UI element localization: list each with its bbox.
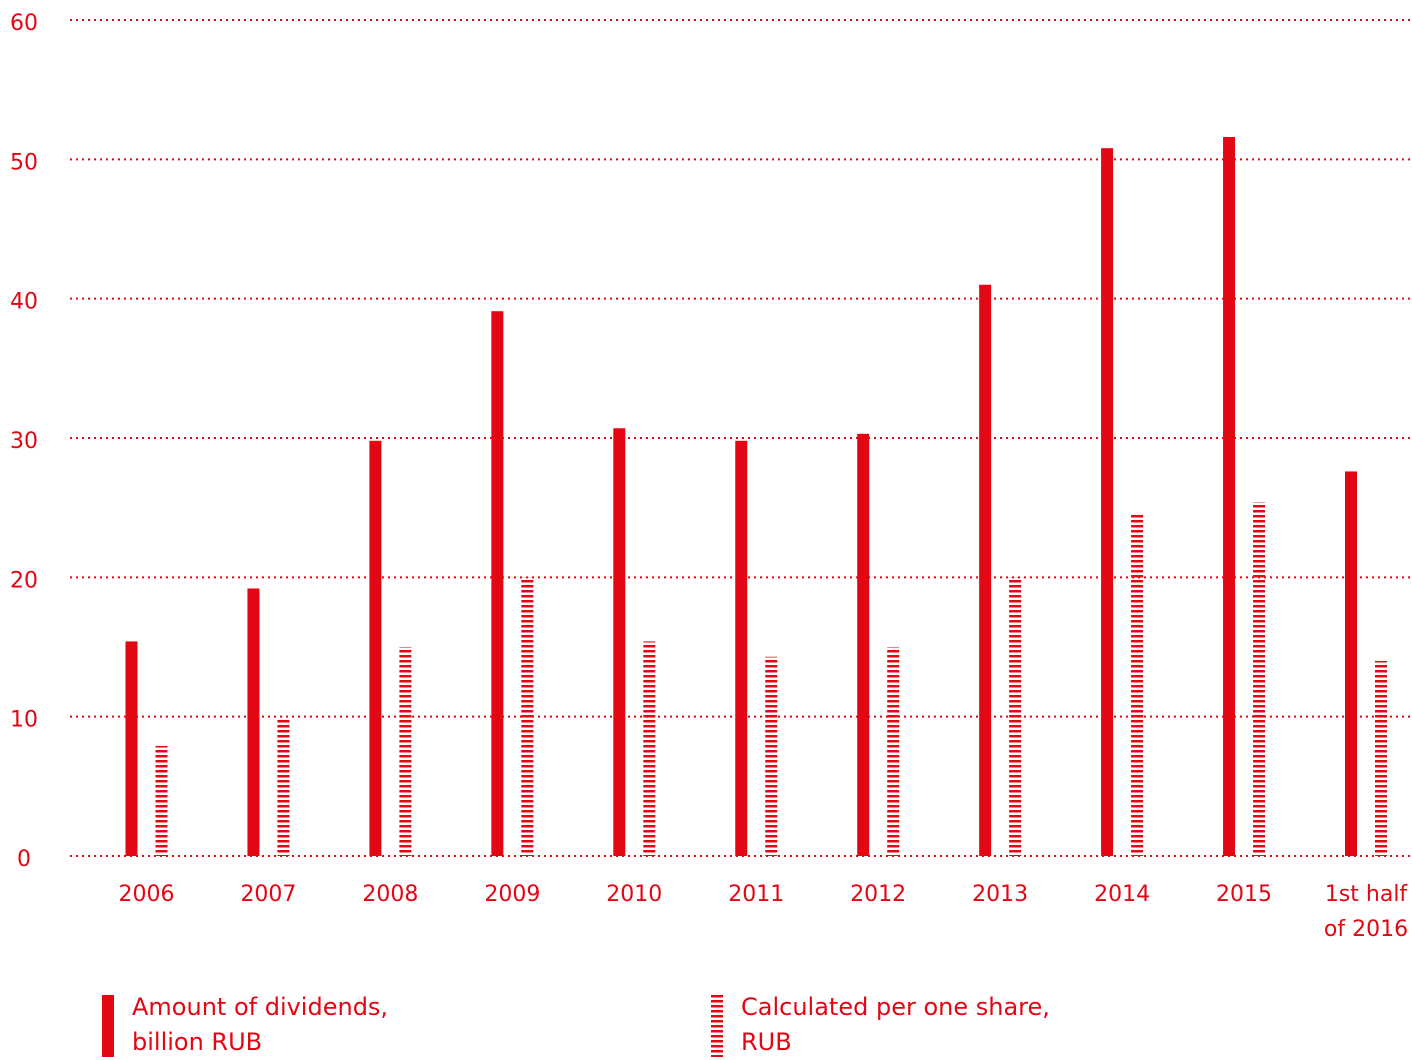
bar-amount-of-dividends — [369, 440, 382, 856]
x-tick-label: 2014 — [1094, 882, 1150, 907]
x-tick-label: 2010 — [606, 882, 662, 907]
x-tick-label-line: 2006 — [119, 882, 175, 907]
x-tick-label: 2007 — [240, 882, 296, 907]
bar-per-share — [643, 641, 656, 856]
bar-per-share — [155, 745, 168, 856]
y-tick-label: 30 — [10, 429, 38, 454]
bar-per-share — [521, 577, 534, 856]
x-tick-label-line: 2013 — [972, 882, 1028, 907]
bar-per-share — [1375, 660, 1387, 856]
y-tick-label: 10 — [10, 708, 38, 733]
legend-label-per-share: Calculated per one share, RUB — [741, 993, 1050, 1056]
y-axis-ticks: 0 10 20 30 40 50 60 — [10, 11, 38, 872]
bar-amount-of-dividends — [1101, 148, 1114, 857]
x-tick-label-line: 2011 — [728, 882, 784, 907]
bar-per-share — [1009, 577, 1022, 856]
legend-label-amount: Amount of dividends, billion RUB — [132, 993, 389, 1056]
bar-amount-of-dividends — [125, 641, 138, 856]
x-tick-label: 2012 — [850, 882, 906, 907]
bar-per-share — [1131, 513, 1144, 856]
x-tick-label: 2008 — [362, 882, 418, 907]
x-tick-label: 2011 — [728, 882, 784, 907]
x-tick-label-line: 2009 — [484, 882, 540, 907]
bar-amount-of-dividends — [247, 588, 260, 856]
x-tick-label: 2013 — [972, 882, 1028, 907]
legend-swatch-solid — [102, 995, 114, 1057]
x-tick-label-line: 2010 — [606, 882, 662, 907]
gridlines — [70, 19, 1412, 857]
bars — [125, 137, 1387, 857]
y-tick-label: 40 — [10, 290, 38, 315]
bar-per-share — [765, 656, 778, 856]
x-tick-label-line: 2008 — [362, 882, 418, 907]
bar-amount-of-dividends — [857, 433, 870, 856]
bar-amount-of-dividends — [735, 440, 748, 856]
bar-amount-of-dividends — [979, 284, 992, 856]
bar-per-share — [277, 719, 290, 856]
x-tick-label-line: 2012 — [850, 882, 906, 907]
x-tick-label: 2015 — [1216, 882, 1272, 907]
bar-amount-of-dividends — [1223, 137, 1236, 857]
bar-amount-of-dividends — [491, 311, 504, 856]
bar-per-share — [1253, 502, 1266, 856]
bar-per-share — [399, 647, 412, 856]
x-tick-label: 1st half of 2016 — [1324, 882, 1409, 942]
x-tick-label: 2006 — [119, 882, 175, 907]
y-tick-label: 0 — [17, 847, 31, 872]
x-tick-label-line: 2014 — [1094, 882, 1150, 907]
bar-amount-of-dividends — [1345, 471, 1357, 856]
y-tick-label: 50 — [10, 150, 38, 175]
x-tick-label: 2009 — [484, 882, 540, 907]
legend-swatch-striped — [711, 995, 723, 1057]
y-tick-label: 20 — [10, 568, 38, 593]
y-tick-label: 60 — [10, 11, 38, 36]
bar-amount-of-dividends — [613, 428, 626, 856]
x-tick-label-line: of 2016 — [1324, 917, 1408, 942]
x-axis-ticks: 2006 2007 2008 2009 2010 2011 2012 2013 2014 2015… — [119, 882, 1409, 942]
bar-per-share — [887, 647, 900, 856]
x-tick-label-line: 2015 — [1216, 882, 1272, 907]
x-tick-label-line: 2007 — [240, 882, 296, 907]
x-tick-label-line: 1st half — [1325, 882, 1409, 907]
